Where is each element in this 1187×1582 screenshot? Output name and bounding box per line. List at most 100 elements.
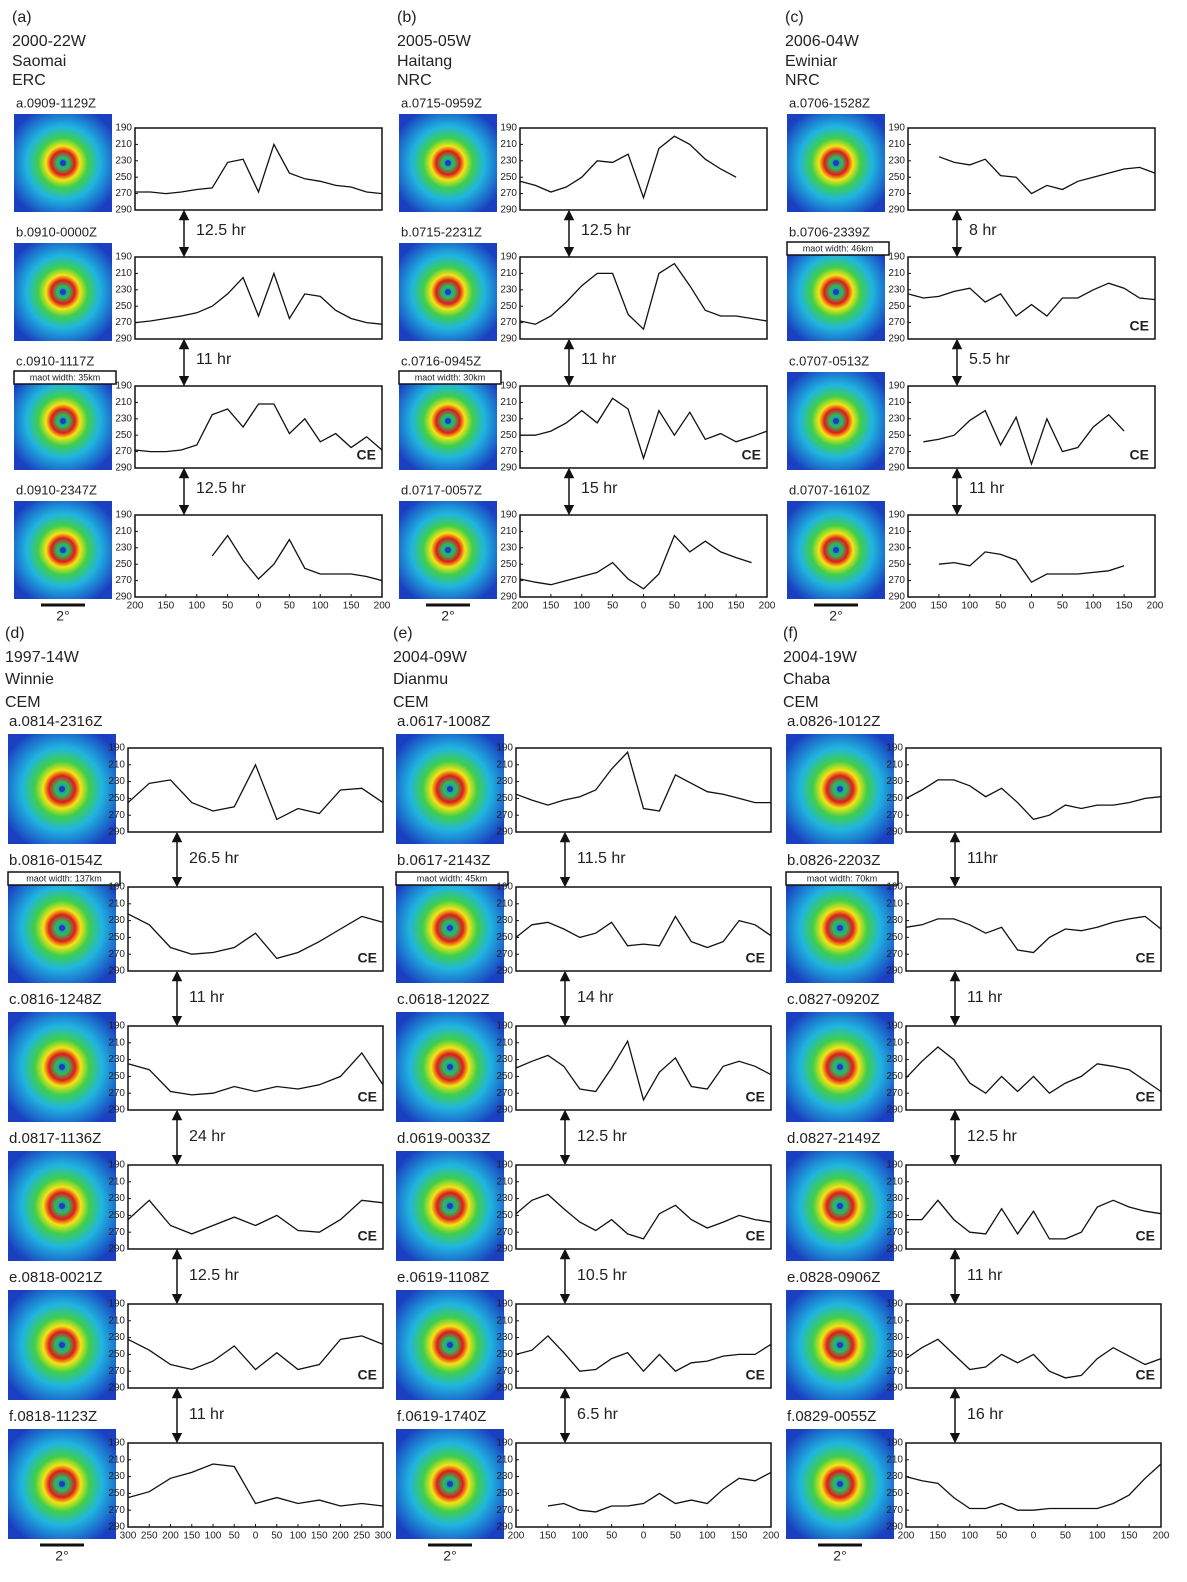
x-tick-label: 200 — [127, 601, 144, 612]
y-tick-label: 290 — [496, 966, 513, 977]
maot-box — [786, 241, 890, 256]
scale-label: 2° — [441, 608, 454, 624]
y-tick-label: 210 — [108, 1315, 125, 1326]
y-tick-label: 290 — [108, 1105, 125, 1116]
frame-time: d.0817-1136Z — [9, 1130, 101, 1147]
y-tick-label: 270 — [496, 1505, 513, 1516]
y-tick-label: 290 — [496, 1383, 513, 1394]
panel-label: (e) — [393, 625, 413, 642]
x-tick-label: 200 — [898, 1531, 915, 1542]
y-tick-label: 230 — [108, 1332, 125, 1343]
eye — [445, 547, 451, 553]
y-tick-label: 190 — [886, 743, 903, 754]
y-tick-label: 190 — [500, 252, 517, 263]
interval: 12.5 hr — [196, 222, 246, 239]
chart-frame — [905, 747, 1162, 833]
y-tick-label: 210 — [496, 1037, 513, 1048]
panel-label: (a) — [12, 9, 32, 26]
y-tick-label: 250 — [115, 172, 132, 183]
x-tick-label: 50 — [669, 601, 681, 612]
x-tick-label: 150 — [931, 601, 948, 612]
panel-label: (f) — [783, 625, 798, 642]
y-tick-label: 230 — [496, 915, 513, 926]
chart-frame — [127, 1164, 384, 1250]
y-tick-label: 190 — [888, 510, 905, 521]
ce-label: CE — [358, 1228, 377, 1244]
interval: 12.5 hr — [967, 1128, 1017, 1145]
y-tick-label: 210 — [108, 898, 125, 909]
chart-frame — [127, 1303, 384, 1389]
y-tick-label: 250 — [108, 1071, 125, 1082]
profile-line — [515, 1193, 772, 1240]
y-tick-label: 190 — [886, 1021, 903, 1032]
chart-frame — [519, 514, 768, 598]
interval: 11 hr — [189, 989, 225, 1006]
y-tick-label: 270 — [115, 188, 132, 199]
y-tick-label: 210 — [496, 759, 513, 770]
y-tick-label: 250 — [886, 932, 903, 943]
eye — [59, 925, 65, 931]
y-tick-label: 270 — [500, 446, 517, 457]
x-tick-label: 100 — [961, 1531, 978, 1542]
profile-line — [515, 915, 772, 949]
y-tick-label: 270 — [496, 1088, 513, 1099]
y-tick-label: 290 — [500, 463, 517, 474]
y-tick-label: 290 — [496, 1522, 513, 1533]
x-tick-label: 200 — [1153, 1531, 1170, 1542]
eye — [837, 1342, 843, 1348]
y-tick-label: 230 — [886, 915, 903, 926]
x-tick-label: 100 — [205, 1531, 222, 1542]
eye — [59, 1203, 65, 1209]
ce-label: CE — [746, 950, 765, 966]
profile-line — [905, 779, 1162, 821]
y-tick-label: 250 — [886, 1210, 903, 1221]
x-tick-label: 100 — [1089, 1531, 1106, 1542]
y-tick-label: 190 — [496, 882, 513, 893]
y-tick-label: 250 — [108, 1210, 125, 1221]
y-tick-label: 290 — [888, 205, 905, 216]
profile-line — [905, 1046, 1162, 1095]
eye — [837, 1203, 843, 1209]
maot-width: maot width: 45km — [417, 873, 488, 883]
y-tick-label: 250 — [886, 793, 903, 804]
eye — [447, 1342, 453, 1348]
chart-frame — [907, 385, 1156, 469]
y-tick-label: 290 — [886, 966, 903, 977]
panel-label: (d) — [5, 625, 25, 642]
profile-line — [515, 1334, 772, 1373]
scale-label: 2° — [829, 608, 842, 624]
y-tick-label: 250 — [886, 1488, 903, 1499]
y-tick-label: 210 — [108, 759, 125, 770]
y-tick-label: 290 — [108, 1522, 125, 1533]
y-tick-label: 270 — [108, 949, 125, 960]
panel-class: NRC — [785, 72, 820, 89]
frame-time: b.0816-0154Z — [9, 852, 102, 869]
chart-frame — [519, 256, 768, 340]
y-tick-label: 250 — [496, 1488, 513, 1499]
x-tick-label: 150 — [540, 1531, 557, 1542]
chart-frame — [519, 385, 768, 469]
y-tick-label: 190 — [108, 1021, 125, 1032]
x-tick-label: 100 — [571, 1531, 588, 1542]
y-tick-label: 270 — [496, 949, 513, 960]
y-tick-label: 250 — [108, 1488, 125, 1499]
x-tick-label: 300 — [375, 1531, 392, 1542]
y-tick-label: 270 — [115, 575, 132, 586]
x-tick-label: 200 — [512, 601, 529, 612]
ce-label: CE — [746, 1228, 765, 1244]
y-tick-label: 270 — [886, 1505, 903, 1516]
eye — [445, 289, 451, 295]
y-tick-label: 230 — [108, 1193, 125, 1204]
chart-frame — [515, 1025, 772, 1111]
x-tick-label: 100 — [290, 1531, 307, 1542]
maot-width: maot width: 46km — [803, 243, 874, 253]
profile-line — [127, 763, 384, 821]
eye — [445, 160, 451, 166]
y-tick-label: 190 — [500, 510, 517, 521]
y-tick-label: 230 — [496, 776, 513, 787]
profile-line — [134, 403, 383, 453]
x-tick-label: 150 — [158, 601, 175, 612]
profile-line — [905, 1338, 1162, 1379]
panel-name: Winnie — [5, 671, 54, 688]
x-tick-label: 250 — [353, 1531, 370, 1542]
